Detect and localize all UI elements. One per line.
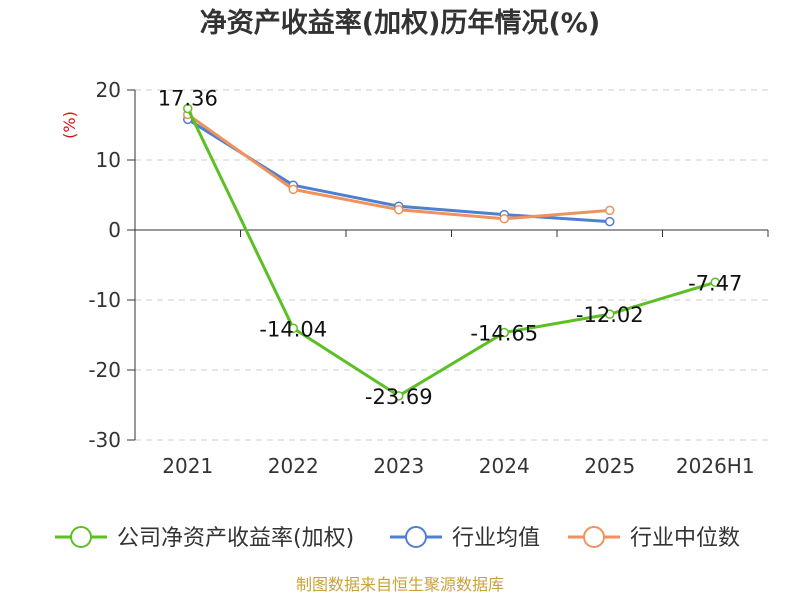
data-point [605,309,615,319]
y-tick-label: 0 [108,218,121,242]
gridlines [135,89,768,441]
data-label: -12.02 [576,303,644,327]
y-tick-label: -20 [88,358,121,382]
axes: 20 10 0 -10 -20 -30 2021 2022 2023 2024 2025 2026H1 [88,78,769,478]
y-tick-label: -10 [88,288,121,312]
data-label: -23.69 [365,385,433,409]
y-axis-unit: (%) [60,111,79,139]
data-point [605,205,615,216]
data-point [183,103,193,114]
x-tick-label: 2025 [584,454,635,478]
legend-marker [583,526,605,548]
data-point [288,184,298,195]
y-tick-label: 20 [96,78,121,102]
legend-label: 公司净资产收益率(加权) [117,526,354,551]
source-note: 制图数据来自恒生聚源数据库 [296,575,504,594]
x-tick-label: 2023 [373,454,424,478]
legend-label: 行业中位数 [630,526,740,551]
data-point [394,204,404,215]
data-label: -14.65 [470,322,538,346]
series-group [183,103,720,401]
y-tick-label: -30 [88,428,121,452]
data-point [605,216,615,227]
y-tick-label: 10 [96,148,121,172]
x-tick-label: 2022 [268,454,319,478]
x-tick-label: 2026H1 [676,454,755,478]
data-label: -14.04 [259,317,327,341]
legend: 公司净资产收益率(加权) 行业均值 行业中位数 [55,526,740,551]
data-point [710,277,720,288]
data-point [499,214,509,224]
chart-title: 净资产收益率(加权)历年情况(%) [200,7,600,39]
legend-marker [70,526,92,548]
data-point [499,327,509,338]
data-label: -7.47 [688,271,742,295]
legend-marker [405,526,427,548]
series-line [186,107,716,398]
x-tick-label: 2024 [479,454,530,478]
data-point [394,391,404,401]
x-tick-label: 2021 [162,454,213,478]
data-label: 17.36 [158,86,218,110]
data-labels: 17.36 -14.04 -23.69 -14.65 -12.02 -7.47 [158,86,743,408]
data-point [288,323,298,334]
legend-label: 行业均值 [452,526,540,551]
